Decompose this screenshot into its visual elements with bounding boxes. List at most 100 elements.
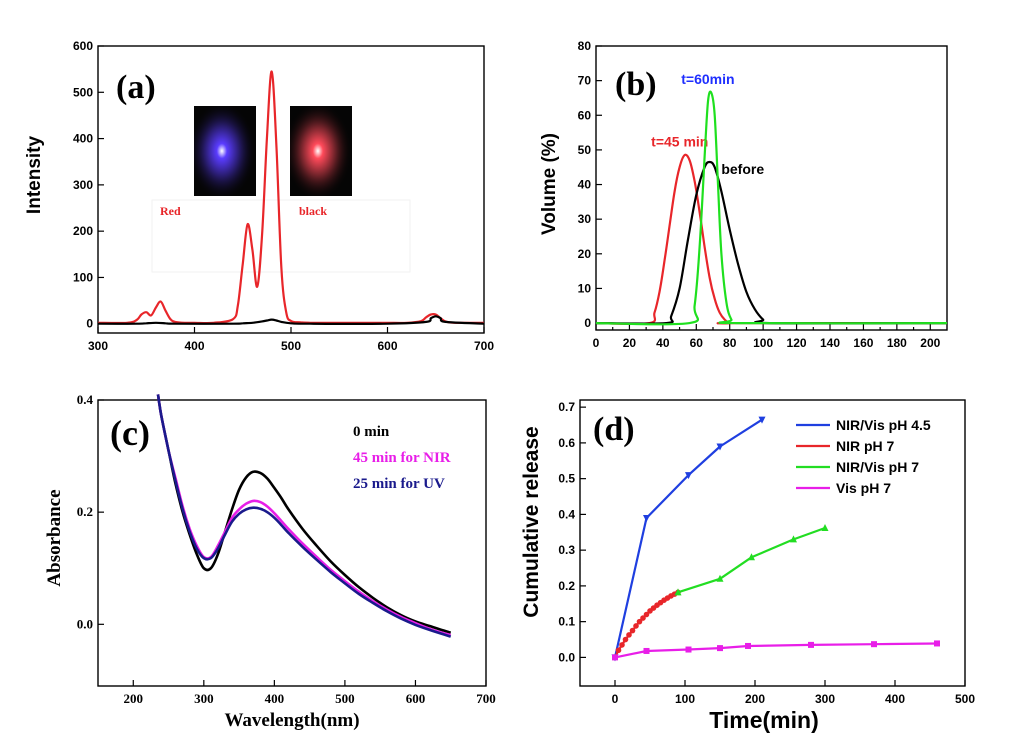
y-tick-label-b: 50 [578,143,592,157]
data-point-d [629,627,636,634]
series-line-b-1 [595,160,948,325]
y-tick-label-a: 500 [73,85,93,99]
x-tick-label-c: 200 [124,691,144,706]
legend-label-d-3: Vis pH 7 [836,480,891,496]
legend-label-c-0: 0 min [353,424,390,440]
panel-label-c: (c) [110,413,150,453]
y-axis-label-a: Intensity [24,136,45,215]
panel-label-a: (a) [116,69,156,106]
x-tick-label-a: 400 [184,339,204,353]
y-tick-label-b: 20 [578,247,592,261]
panel-a: 300 400 500 600 700 0 100 200 300 400 500 600 Intens… [24,39,494,353]
data-point-d [615,647,622,654]
x-tick-label-c: 700 [476,691,496,706]
y-tick-label-d: 0.3 [558,543,575,557]
data-point-d [685,646,692,653]
y-tick-label-a: 100 [73,270,93,284]
y-tick-label-b: 30 [578,212,592,226]
y-axis-label-d: Cumulative release [520,426,543,617]
x-tick-label-a: 700 [474,339,494,353]
data-point-d [934,640,940,647]
data-point-d [643,514,650,522]
x-tick-label-b: 160 [853,336,873,350]
data-point-d [716,574,724,582]
series-line-c-2 [156,394,452,638]
panel-b: 0 20 40 60 80 100 120 140 160 180 200 0 10 20 30 40 50 60… [539,39,948,350]
y-tick-label-d: 0.0 [558,650,575,664]
x-tick-label-c: 400 [265,691,285,706]
legend-label-c-1: 45 min for NIR [353,450,451,466]
y-tick-label-d: 0.7 [558,400,575,414]
legend-label-c-2: 25 min for UV [353,476,445,492]
y-tick-label-a: 300 [73,178,93,192]
x-tick-label-a: 300 [88,339,108,353]
legend-label-d-2: NIR/Vis pH 7 [836,459,919,475]
y-tick-label-d: 0.4 [558,507,575,521]
data-point-d [716,443,724,451]
series-line-d-1 [614,591,679,658]
series-line-d-3 [614,642,938,659]
inset-label-black: black [299,204,327,218]
x-tick-label-b: 0 [593,336,600,350]
data-point-d [640,615,646,621]
y-tick-label-b: 80 [578,39,592,53]
series-line-b-0 [595,153,947,325]
x-tick-label-d: 400 [885,692,905,706]
inset-glow-1 [290,106,352,196]
panel-c: 200 300 400 500 600 700 0.0 0.2 0.4 Absorbance Wav… [44,392,496,731]
x-tick-label-c: 500 [335,691,355,706]
panel-label-d: (d) [593,411,635,448]
x-tick-label-b: 60 [690,336,704,350]
x-tick-label-b: 140 [820,336,840,350]
series-line-b-2 [595,90,948,326]
y-tick-label-b: 60 [578,108,592,122]
data-point-d [745,642,751,649]
x-tick-label-a: 600 [377,339,397,353]
data-point-d [674,588,682,596]
series-label-b-0: t=45 min [651,133,708,149]
x-tick-label-d: 500 [955,692,975,706]
data-point-d [717,645,723,652]
series-line-a-1 [97,315,485,325]
y-tick-label-c: 0.0 [77,616,93,631]
data-point-d [633,623,639,629]
legend-label-d-1: NIR pH 7 [836,438,895,454]
inset-label-red: Red [160,204,181,218]
x-tick-label-c: 300 [194,691,214,706]
y-tick-label-d: 0.1 [558,615,575,629]
y-tick-label-a: 600 [73,39,93,53]
inset-glow-0 [194,106,256,196]
data-point-d [748,553,755,561]
x-tick-label-b: 180 [887,336,907,350]
x-tick-label-b: 100 [753,336,773,350]
data-point-d [626,632,632,638]
x-tick-label-d: 100 [675,692,695,706]
y-axis-label-b: Volume (%) [539,133,560,235]
data-point-d [685,472,692,480]
y-tick-label-c: 0.2 [77,504,93,519]
plot-frame-d [579,399,966,687]
series-line-c-1 [156,394,452,637]
y-tick-label-c: 0.4 [77,392,94,407]
data-point-d [643,647,650,654]
series-line-a-0 [97,70,485,325]
data-point-d [612,654,618,661]
plot-frame-c [97,399,487,687]
data-point-d [758,416,766,424]
series-label-b-2: t=60min [681,71,734,87]
x-tick-label-d: 200 [745,692,765,706]
legend-label-d-0: NIR/Vis pH 4.5 [836,417,931,433]
data-point-d [871,641,877,648]
data-point-d [821,523,829,531]
series-label-b-1: before [721,161,764,177]
x-tick-label-c: 600 [406,691,426,706]
data-point-d [790,535,797,543]
data-point-d [643,611,650,618]
panel-label-b: (b) [615,66,657,103]
x-tick-label-b: 200 [920,336,940,350]
y-tick-label-b: 0 [584,316,591,330]
y-tick-label-b: 10 [578,281,592,295]
x-tick-label-b: 40 [656,336,670,350]
x-tick-label-b: 80 [723,336,737,350]
